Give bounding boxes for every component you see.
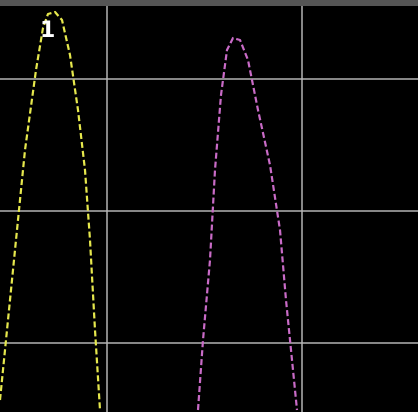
graticule	[0, 6, 418, 412]
channel-2-trace	[196, 36, 299, 411]
trace-1-marker-label: 1	[40, 18, 56, 43]
channel-1-trace	[0, 10, 102, 411]
trace-layer	[0, 10, 299, 411]
